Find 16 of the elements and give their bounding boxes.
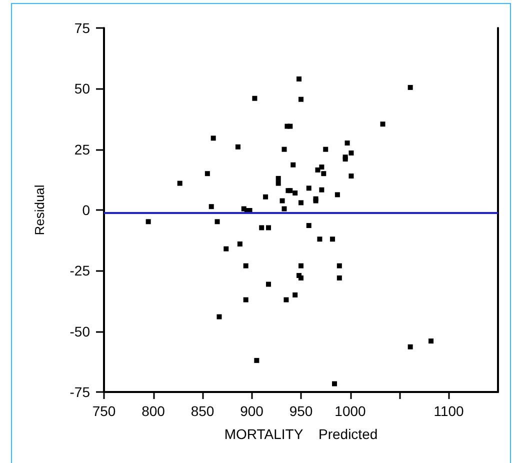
y-tick-label: 0 (82, 202, 90, 218)
y-tick-label: 25 (74, 141, 90, 158)
y-tick-label: -75 (70, 384, 90, 400)
y-tick-label: -25 (70, 262, 90, 279)
x-tick-label: 800 (142, 403, 166, 419)
x-axis-title: MORTALITY Predicted (224, 426, 378, 442)
x-tick-label: 750 (92, 403, 116, 419)
x-tick-label: 850 (190, 403, 214, 419)
x-tick-label: 900 (240, 403, 264, 419)
x-tick-label: 1100 (434, 403, 464, 419)
x-tick-label: 950 (289, 403, 313, 419)
y-axis-title: Residual (32, 184, 47, 236)
y-tick-label: 75 (74, 20, 90, 36)
y-tick-label: 50 (74, 80, 90, 97)
y-tick-label: -50 (70, 323, 90, 340)
x-tick-label: 1000 (334, 403, 366, 419)
